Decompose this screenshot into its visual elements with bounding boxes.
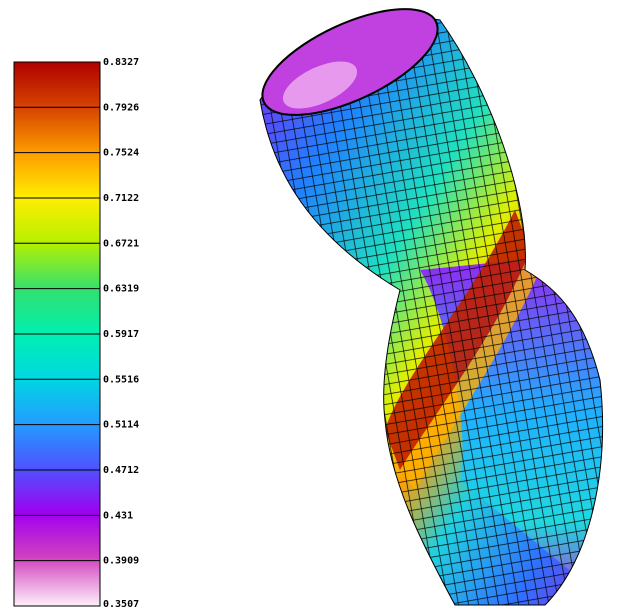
- page: 0.8327 0.7926 0.7524 0.7122 0.6721 0.6319 0.59…: [0, 0, 624, 612]
- colorbar-tick-label: 0.5114: [103, 420, 139, 431]
- colorbar-tick-label: 0.7122: [103, 193, 139, 204]
- colorbar-tick-label: 0.4712: [103, 465, 139, 476]
- colorbar-tick-label: 0.7524: [103, 148, 139, 159]
- contour-plot: 0.8327 0.7926 0.7524 0.7122 0.6721 0.6319 0.59…: [0, 0, 624, 612]
- colorbar-tick-label: 0.431: [103, 510, 133, 521]
- colorbar-tick-label: 0.6319: [103, 284, 139, 295]
- colorbar-tick-label: 0.5917: [103, 329, 139, 340]
- colorbar-tick-label: 0.8327: [103, 57, 139, 68]
- colorbar-tick-label: 0.3909: [103, 556, 139, 567]
- colorbar-tick-label: 0.7926: [103, 102, 139, 113]
- colorbar-tick-label: 0.3507: [103, 599, 139, 610]
- colorbar-tick-label: 0.6721: [103, 238, 139, 249]
- colorbar-tick-label: 0.5516: [103, 374, 139, 385]
